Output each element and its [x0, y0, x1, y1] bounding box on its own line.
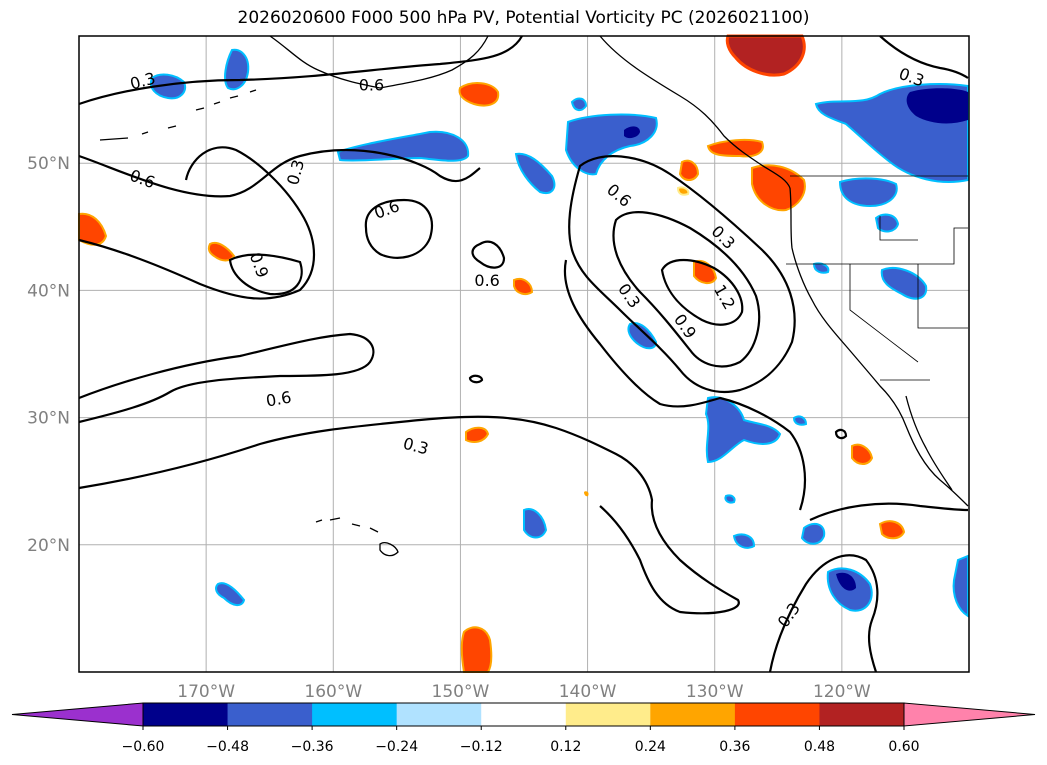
- longitude-label: 140°W: [559, 682, 617, 702]
- longitude-label: 170°W: [177, 682, 235, 702]
- pv-shading: [78, 34, 969, 673]
- pv-negative-area: [874, 213, 900, 233]
- latitude-label: 20°N: [27, 536, 70, 556]
- coastlines: [99, 35, 969, 557]
- colorbar-bin: [396, 703, 482, 726]
- map-frame: [78, 35, 970, 673]
- latitude-labels: 20°N 30°N 40°N 50°N: [27, 154, 70, 556]
- pv-positive-area: [78, 212, 108, 246]
- pv-negative-area: [570, 97, 588, 112]
- pv-negative-area: [906, 88, 968, 124]
- colorbar-bin: [819, 703, 905, 726]
- pv-negative-area: [150, 73, 186, 100]
- colorbar-tick-label: 0.48: [804, 739, 835, 755]
- contour-0.3: [468, 374, 484, 384]
- longitude-label: 150°W: [432, 682, 490, 702]
- pv-negative-area: [792, 415, 808, 426]
- contour-0.6: [471, 240, 506, 269]
- colorbar-bin: [565, 703, 651, 726]
- pv-positive-area: [458, 82, 500, 107]
- contour-0.3: [78, 35, 523, 106]
- pv-positive-area: [460, 626, 493, 673]
- pv-positive-area: [207, 242, 236, 262]
- contour-0.9: [228, 253, 303, 296]
- colorbar-bin: [734, 703, 820, 726]
- pv-negative-area: [838, 177, 898, 208]
- contour-0.6: [78, 146, 316, 300]
- contour-0.3: [834, 428, 848, 440]
- colorbar-bin: [312, 703, 398, 726]
- contour-0.3: [768, 554, 879, 673]
- political-borders: [786, 175, 968, 381]
- pv-positive-area: [676, 186, 690, 196]
- pv-positive-area: [751, 164, 806, 212]
- colorbar-over-arrow: [903, 702, 1036, 727]
- latitude-label: 30°N: [27, 409, 70, 429]
- pv-negative-area: [732, 533, 756, 549]
- pv-negative-area: [215, 582, 246, 606]
- contour-1.2: [660, 258, 744, 326]
- colorbar-bin: [650, 703, 736, 726]
- contour-0.3: [809, 502, 969, 521]
- pv-negative-area: [514, 152, 556, 194]
- colorbar: −0.60 −0.48 −0.36 −0.24 −0.12 0.12 0.24 0.36 0.4…: [11, 702, 1036, 755]
- colorbar-tick-label: 0.12: [550, 739, 581, 755]
- pv-negative-area: [880, 267, 928, 300]
- latitude-label: 40°N: [27, 281, 70, 301]
- contour-0.3: [78, 415, 740, 615]
- contour-label: 0.6: [359, 75, 384, 94]
- colorbar-tick-label: −0.48: [206, 739, 249, 755]
- pv-negative-area: [836, 572, 856, 591]
- pv-negative-area: [724, 494, 736, 504]
- colorbar-tick-label: −0.36: [291, 739, 334, 755]
- contour-0.9: [612, 211, 761, 368]
- colorbar-tick-label: −0.60: [122, 739, 165, 755]
- longitude-label: 130°W: [686, 682, 744, 702]
- colorbar-tick-label: 0.60: [888, 739, 919, 755]
- pv-negative-area: [627, 322, 658, 350]
- longitude-labels: 170°W 160°W 150°W 140°W 130°W 120°W: [177, 682, 871, 702]
- pv-negative-area: [704, 396, 782, 464]
- pv-positive-area: [878, 520, 906, 540]
- pv-positive-area: [678, 159, 700, 181]
- contour-label: 0.6: [474, 271, 499, 290]
- colorbar-bin: [143, 703, 229, 726]
- contour-0.6: [568, 155, 796, 394]
- pv-contours: [78, 35, 969, 673]
- contour-0.3: [563, 259, 806, 511]
- contour-0.6: [78, 149, 481, 198]
- pv-positive-area: [465, 426, 490, 443]
- contour-0.6: [78, 332, 375, 424]
- pv-negative-area: [336, 130, 470, 162]
- contour-0.3: [879, 35, 969, 79]
- longitude-label: 120°W: [813, 682, 871, 702]
- pv-positive-area: [513, 278, 534, 295]
- colorbar-frame: [142, 702, 905, 727]
- latitude-label: 50°N: [27, 154, 70, 174]
- colorbar-bin: [227, 703, 313, 726]
- pv-negative-area: [224, 48, 250, 91]
- pv-positive-area: [584, 491, 589, 497]
- contour-0.6: [364, 198, 434, 259]
- pv-positive-area: [706, 138, 764, 158]
- colorbar-tick-label: 0.36: [719, 739, 750, 755]
- pv-positive-area: [851, 443, 874, 465]
- pv-negative-area: [800, 522, 826, 545]
- pv-positive-area: [725, 34, 806, 77]
- pv-negative-area: [523, 508, 548, 539]
- pv-negative-area: [624, 126, 640, 139]
- colorbar-tick-label: 0.24: [635, 739, 666, 755]
- contour-label: 0.6: [265, 387, 293, 410]
- longitude-label: 160°W: [304, 682, 362, 702]
- colorbar-tick-label: −0.24: [375, 739, 418, 755]
- pv-negative-area: [952, 554, 969, 618]
- colorbar-under-arrow: [11, 702, 144, 727]
- map-title: 2026020600 F000 500 hPa PV, Potential Vo…: [237, 8, 810, 28]
- colorbar-bin: [481, 703, 567, 726]
- colorbar-tick-label: −0.12: [460, 739, 503, 755]
